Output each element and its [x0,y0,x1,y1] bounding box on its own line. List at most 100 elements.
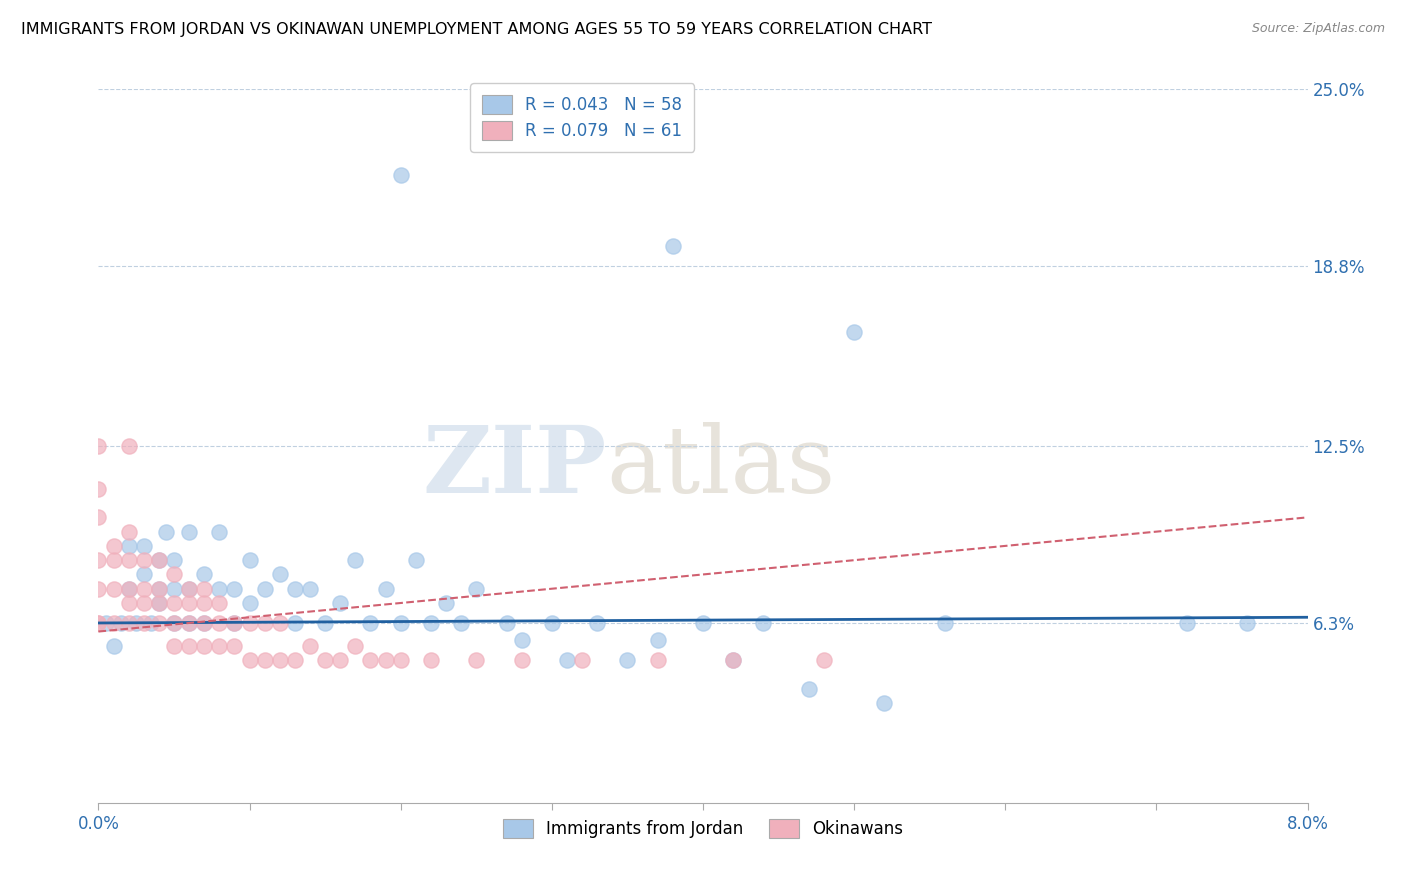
Text: IMMIGRANTS FROM JORDAN VS OKINAWAN UNEMPLOYMENT AMONG AGES 55 TO 59 YEARS CORREL: IMMIGRANTS FROM JORDAN VS OKINAWAN UNEMP… [21,22,932,37]
Point [118,615,141,630]
Point [132,615,155,630]
Point [208,615,231,630]
Point [465,582,488,596]
Point [132,567,155,582]
Point [389,653,412,667]
Point [87,482,110,496]
Point [125,615,148,630]
Point [141,615,163,630]
Point [193,639,215,653]
Point [647,653,669,667]
Point [344,639,367,653]
Point [284,653,307,667]
Point [103,582,125,596]
Point [420,615,443,630]
Point [87,553,110,567]
Point [723,653,745,667]
Point [329,653,352,667]
Point [314,653,336,667]
Point [110,615,132,630]
Point [571,653,593,667]
Point [239,653,262,667]
Point [465,653,488,667]
Point [148,553,170,567]
Point [118,524,141,539]
Point [163,615,186,630]
Point [163,596,186,610]
Point [344,553,367,567]
Point [389,168,412,182]
Point [179,582,201,596]
Point [269,653,291,667]
Text: atlas: atlas [606,423,835,512]
Point [118,582,141,596]
Point [208,582,231,596]
Point [118,596,141,610]
Point [179,596,201,610]
Point [118,539,141,553]
Point [661,239,683,253]
Point [148,582,170,596]
Point [94,615,117,630]
Point [87,615,110,630]
Point [163,615,186,630]
Point [253,582,276,596]
Point [374,653,396,667]
Point [873,696,896,710]
Point [374,582,396,596]
Point [555,653,578,667]
Point [269,615,291,630]
Point [208,524,231,539]
Point [103,639,125,653]
Point [797,681,820,696]
Text: ZIP: ZIP [422,423,606,512]
Point [87,439,110,453]
Point [360,615,382,630]
Point [132,596,155,610]
Point [103,553,125,567]
Point [163,553,186,567]
Point [179,639,201,653]
Point [434,596,457,610]
Point [193,615,215,630]
Point [239,553,262,567]
Point [1175,615,1198,630]
Point [420,653,443,667]
Point [208,639,231,653]
Point [193,615,215,630]
Point [405,553,427,567]
Text: Source: ZipAtlas.com: Source: ZipAtlas.com [1251,22,1385,36]
Point [148,615,170,630]
Point [118,553,141,567]
Point [87,582,110,596]
Point [103,615,125,630]
Point [179,615,201,630]
Point [163,639,186,653]
Point [224,615,246,630]
Point [148,553,170,567]
Point [132,553,155,567]
Point [148,582,170,596]
Point [193,567,215,582]
Point [616,653,638,667]
Point [1236,615,1258,630]
Point [87,615,110,630]
Point [510,633,533,648]
Point [752,615,775,630]
Point [934,615,956,630]
Point [239,615,262,630]
Point [495,615,517,630]
Point [163,567,186,582]
Point [450,615,472,630]
Point [87,510,110,524]
Point [389,615,412,630]
Point [148,596,170,610]
Point [299,639,322,653]
Point [360,653,382,667]
Point [224,615,246,630]
Point [813,653,835,667]
Point [132,582,155,596]
Point [284,582,307,596]
Point [148,596,170,610]
Point [314,615,336,630]
